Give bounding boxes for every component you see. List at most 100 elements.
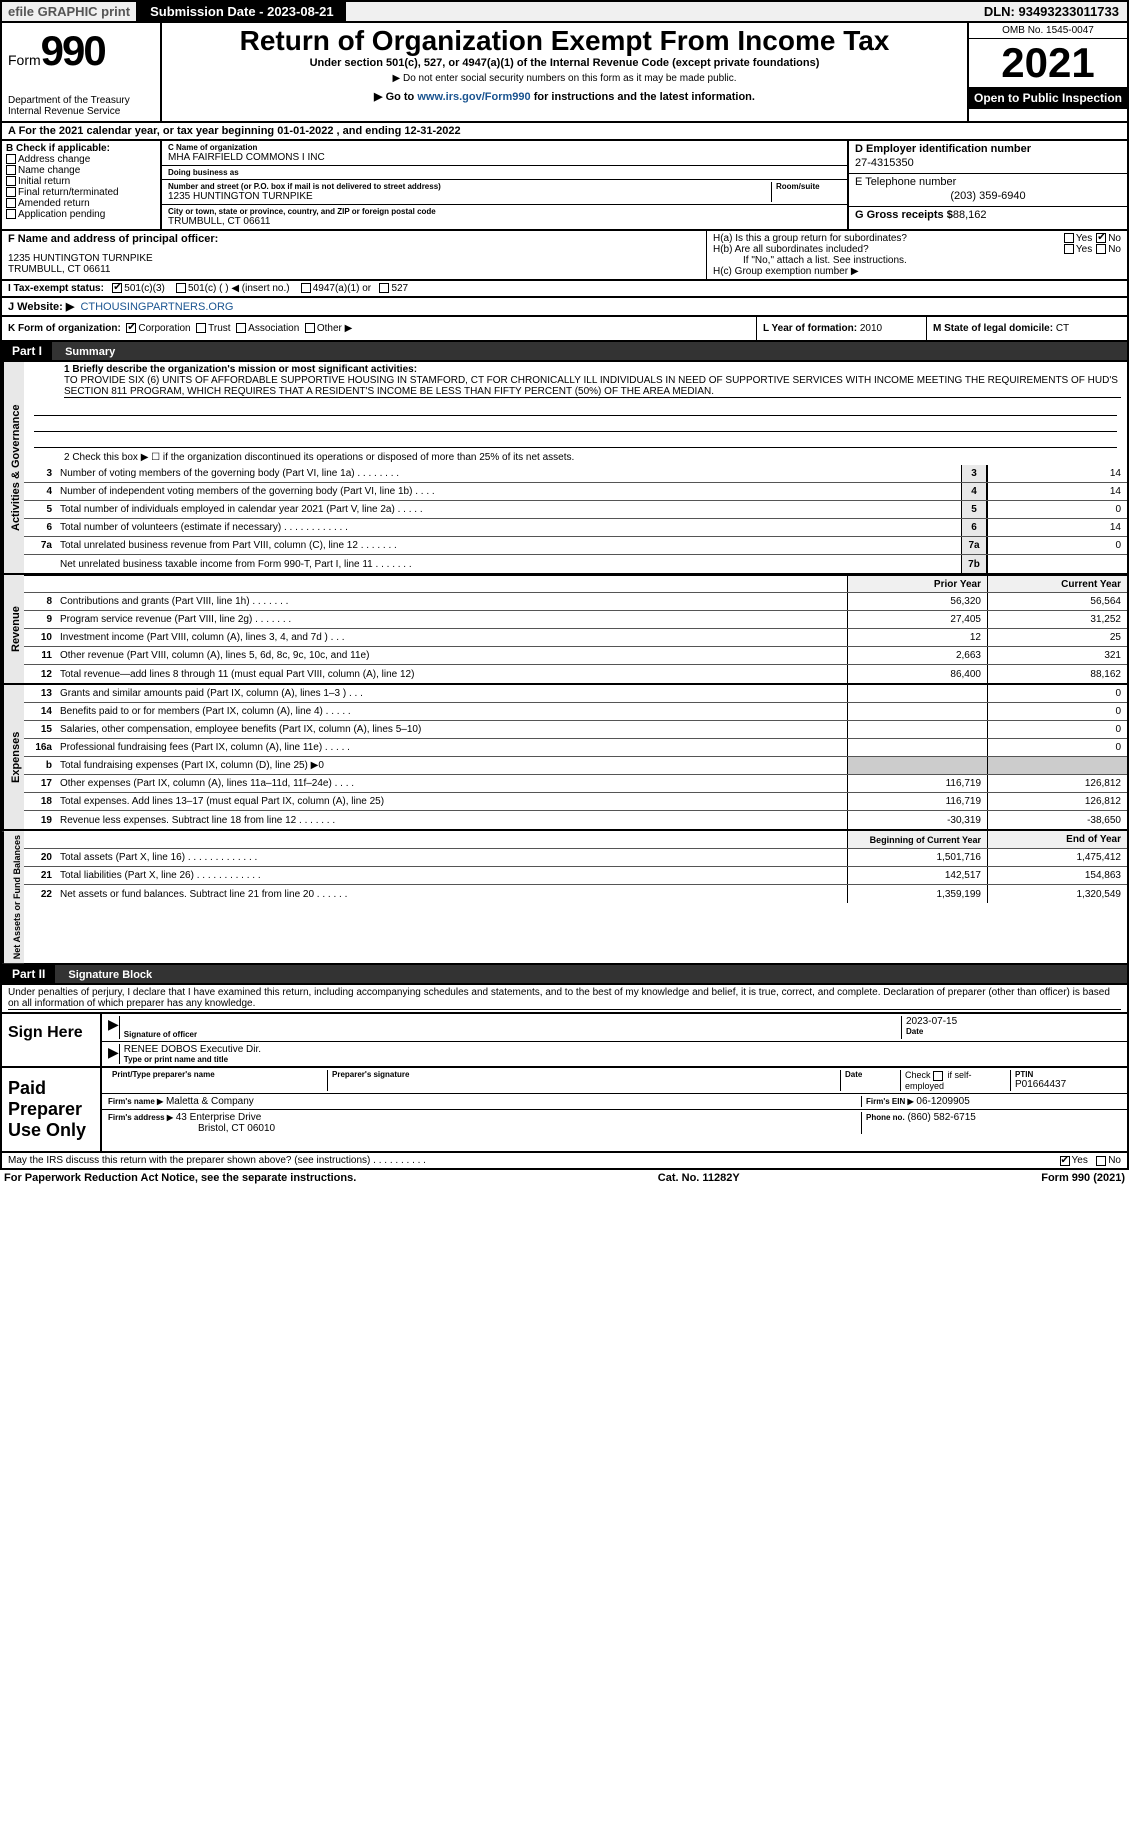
opt-corp: Corporation — [138, 323, 190, 334]
line-num: 15 — [24, 724, 56, 735]
section-bcdeg: B Check if applicable: Address change Na… — [0, 141, 1129, 231]
sign-here-label: Sign Here — [2, 1014, 102, 1066]
line-text: Benefits paid to or for members (Part IX… — [56, 706, 847, 717]
chk-501c3[interactable] — [112, 283, 122, 293]
line-a-tax-year: A For the 2021 calendar year, or tax yea… — [0, 123, 1129, 141]
goto-pre: ▶ Go to — [374, 91, 417, 103]
opt-app-pending: Application pending — [18, 209, 105, 220]
opt-address-change: Address change — [18, 154, 90, 165]
line-box: 3 — [961, 465, 987, 482]
table-row: 14Benefits paid to or for members (Part … — [24, 703, 1127, 721]
line-num: 20 — [24, 852, 56, 863]
revenue-section: Revenue Prior Year Current Year 8Contrib… — [0, 575, 1129, 685]
line-box: 5 — [961, 501, 987, 518]
current-value: 0 — [987, 703, 1127, 720]
chk-hb-yes[interactable] — [1064, 244, 1074, 254]
line-value — [987, 555, 1127, 573]
officer-addr1: 1235 HUNTINGTON TURNPIKE — [8, 253, 700, 264]
ptin-value: P01664437 — [1015, 1079, 1117, 1090]
perjury-statement: Under penalties of perjury, I declare th… — [0, 985, 1129, 1014]
line-text: Salaries, other compensation, employee b… — [56, 724, 847, 735]
line-num: b — [24, 760, 56, 771]
chk-trust[interactable] — [196, 323, 206, 333]
officer-name-label: Type or print name and title — [124, 1055, 1121, 1064]
form-header: Form990 Department of the Treasury Inter… — [0, 23, 1129, 123]
vlabel-rev: Revenue — [2, 575, 24, 683]
chk-other[interactable] — [305, 323, 315, 333]
chk-amended[interactable] — [6, 198, 16, 208]
table-row: 12Total revenue—add lines 8 through 11 (… — [24, 665, 1127, 683]
chk-assoc[interactable] — [236, 323, 246, 333]
current-value: 154,863 — [987, 867, 1127, 884]
phone-value: (203) 359-6940 — [855, 188, 1121, 204]
prior-value: 116,719 — [847, 775, 987, 792]
chk-discuss-no[interactable] — [1096, 1156, 1106, 1166]
line-num: 7a — [24, 540, 56, 551]
prior-value: 116,719 — [847, 793, 987, 810]
prior-value — [847, 703, 987, 720]
irs-label: Internal Revenue Service — [8, 106, 154, 117]
chk-discuss-yes[interactable] — [1060, 1156, 1070, 1166]
line-num: 13 — [24, 688, 56, 699]
blank-mission-lines — [24, 402, 1127, 448]
line-text: Total revenue—add lines 8 through 11 (mu… — [56, 669, 847, 680]
line-num: 10 — [24, 632, 56, 643]
colhdr-beg: Beginning of Current Year — [847, 831, 987, 848]
website-link[interactable]: CTHOUSINGPARTNERS.ORG — [80, 301, 233, 313]
line-num: 6 — [24, 522, 56, 533]
prior-value: 1,501,716 — [847, 849, 987, 866]
netassets-section: Net Assets or Fund Balances Beginning of… — [0, 831, 1129, 965]
prior-value: 86,400 — [847, 665, 987, 683]
chk-self-emp[interactable] — [933, 1071, 943, 1081]
form-word: Form — [8, 52, 41, 68]
current-value: 0 — [987, 721, 1127, 738]
irs-discuss-text: May the IRS discuss this return with the… — [8, 1155, 1060, 1166]
chk-address-change[interactable] — [6, 154, 16, 164]
prior-value — [847, 739, 987, 756]
org-name-label: C Name of organization — [168, 143, 841, 152]
chk-ha-yes[interactable] — [1064, 233, 1074, 243]
opt-501c: 501(c) ( ) ◀ (insert no.) — [188, 283, 290, 294]
firm-ein: 06-1209905 — [916, 1096, 969, 1107]
line-num: 9 — [24, 614, 56, 625]
chk-4947[interactable] — [301, 283, 311, 293]
chk-501c[interactable] — [176, 283, 186, 293]
table-row: 13Grants and similar amounts paid (Part … — [24, 685, 1127, 703]
chk-hb-no[interactable] — [1096, 244, 1106, 254]
chk-ha-no[interactable] — [1096, 233, 1106, 243]
part1-header: Part I Summary — [0, 342, 1129, 362]
line-text: Total unrelated business revenue from Pa… — [56, 540, 961, 551]
chk-app-pending[interactable] — [6, 209, 16, 219]
arrow-icon: ▶ — [108, 1016, 119, 1039]
chk-name-change[interactable] — [6, 165, 16, 175]
line-text: Total liabilities (Part X, line 26) . . … — [56, 870, 847, 881]
chk-527[interactable] — [379, 283, 389, 293]
line-value: 0 — [987, 537, 1127, 554]
vlabel-na: Net Assets or Fund Balances — [2, 831, 24, 963]
table-row: 19Revenue less expenses. Subtract line 1… — [24, 811, 1127, 829]
prep-sig-label: Preparer's signature — [328, 1070, 841, 1091]
section-fh: F Name and address of principal officer:… — [0, 231, 1129, 281]
prior-value: 2,663 — [847, 647, 987, 664]
form-num: 990 — [41, 27, 105, 74]
hb-yes: Yes — [1076, 244, 1092, 255]
sig-date-label: Date — [906, 1027, 1121, 1036]
box-b: B Check if applicable: Address change Na… — [2, 141, 162, 229]
omb-no: OMB No. 1545-0047 — [969, 23, 1127, 39]
irs-link[interactable]: www.irs.gov/Form990 — [417, 91, 530, 103]
prior-value: 142,517 — [847, 867, 987, 884]
paid-preparer-block: Paid Preparer Use Only Print/Type prepar… — [0, 1068, 1129, 1153]
line-num: 11 — [24, 650, 56, 661]
chk-initial-return[interactable] — [6, 176, 16, 186]
efile-print[interactable]: efile GRAPHIC print — [2, 2, 138, 21]
part2-header: Part II Signature Block — [0, 965, 1129, 985]
ein-value: 27-4315350 — [855, 155, 1121, 171]
line-text: Total expenses. Add lines 13–17 (must eq… — [56, 796, 847, 807]
chk-final-return[interactable] — [6, 187, 16, 197]
current-value: 25 — [987, 629, 1127, 646]
ein-label: D Employer identification number — [855, 143, 1031, 155]
firm-name-label: Firm's name ▶ — [108, 1097, 163, 1106]
chk-corp[interactable] — [126, 323, 136, 333]
part2-tag: Part II — [2, 965, 55, 983]
prep-name-label: Print/Type preparer's name — [108, 1070, 328, 1091]
